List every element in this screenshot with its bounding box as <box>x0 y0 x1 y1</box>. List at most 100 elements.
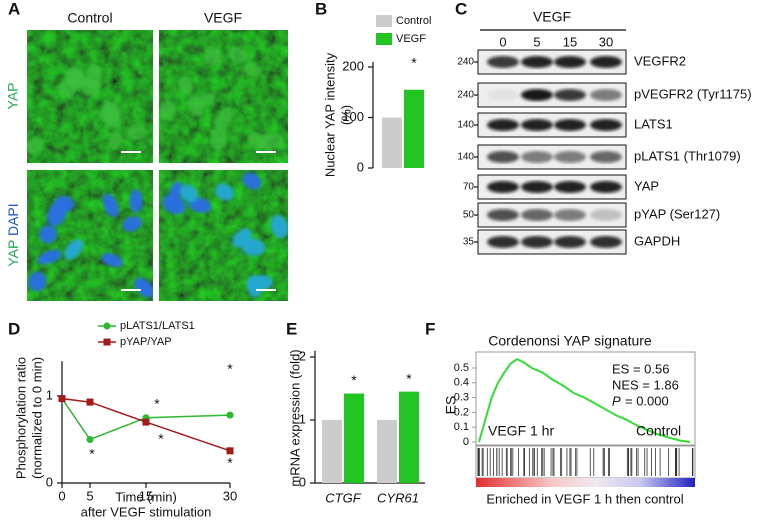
x-axis-label: Time (min) <box>115 489 177 504</box>
bar <box>377 420 397 483</box>
nucleus <box>258 132 284 151</box>
y-tick-label: 0.2 <box>454 406 469 418</box>
annotation: * <box>411 55 417 71</box>
y-tick-label: 100 <box>342 109 364 124</box>
nucleus <box>214 107 234 130</box>
marker <box>226 411 234 419</box>
mw-label: 140 <box>457 120 474 131</box>
band <box>590 236 622 248</box>
band <box>521 56 553 68</box>
band <box>487 119 519 131</box>
legend-swatch <box>376 33 392 45</box>
bar <box>404 89 424 168</box>
scale-bar <box>121 151 141 153</box>
lane-label: 30 <box>599 34 613 49</box>
x-tick-label: CTGF <box>325 490 361 505</box>
x-axis-label: after VEGF stimulation <box>81 504 212 519</box>
annotation: * <box>154 396 160 412</box>
annotation: * <box>406 370 412 386</box>
x-tick-label: 0 <box>58 488 65 503</box>
mw-label: 35 <box>463 237 475 248</box>
y-tick-label: 2 <box>299 348 306 363</box>
band <box>590 209 622 221</box>
y-axis-label: Phosphorylation ratio <box>13 357 28 479</box>
y-tick-label: 0.1 <box>454 421 469 433</box>
row-label-yap: YAP <box>5 240 21 267</box>
nucleus <box>159 100 176 121</box>
y-axis-label: (%) <box>338 105 353 125</box>
annotation: * <box>351 372 357 388</box>
image-texture <box>27 30 153 163</box>
y-tick-label: 0.5 <box>454 362 469 374</box>
y-tick-label: 0 <box>46 474 53 489</box>
nucleus <box>101 253 123 267</box>
series-line <box>61 397 231 452</box>
y-axis-label: ES <box>443 396 459 415</box>
panel-label: B <box>315 0 327 18</box>
micrograph <box>159 170 288 301</box>
micrograph <box>159 30 288 163</box>
nucleus <box>108 131 123 150</box>
band <box>590 181 622 193</box>
mw-label: 140 <box>457 152 474 163</box>
nucleus <box>270 215 288 238</box>
band <box>487 209 519 221</box>
micrograph <box>27 170 153 301</box>
panel-label: C <box>455 0 467 18</box>
band <box>521 181 553 193</box>
legend-marker <box>103 322 111 330</box>
nucleus <box>37 249 62 265</box>
nucleus <box>66 66 84 90</box>
marker <box>142 418 150 426</box>
panel-label: E <box>286 319 297 338</box>
band <box>590 56 622 68</box>
y-axis-label: Nuclear YAP intensity <box>322 52 337 177</box>
row-label: YAP <box>5 83 21 110</box>
annotation: * <box>227 455 233 471</box>
micrograph <box>27 30 153 163</box>
x-tick-label: 5 <box>86 488 93 503</box>
band <box>554 89 586 101</box>
protein-label: LATS1 <box>634 116 673 131</box>
annotation: * <box>227 361 233 377</box>
y-axis-label: (normalized to 0 min) <box>29 357 44 479</box>
nucleus <box>242 172 262 190</box>
band <box>554 209 586 221</box>
lane-label: 15 <box>563 34 577 49</box>
y-tick-label: 0 <box>357 159 364 174</box>
legend-swatch <box>376 15 392 27</box>
band <box>590 89 622 101</box>
band <box>554 119 586 131</box>
nucleus <box>47 201 67 227</box>
panel-label: A <box>8 0 20 18</box>
nucleus <box>244 63 262 78</box>
scale-bar <box>121 289 141 291</box>
bar <box>382 117 402 168</box>
annotation: * <box>89 446 95 462</box>
nucleus <box>102 193 119 218</box>
treatment-label: VEGF <box>533 9 571 25</box>
mw-label: 240 <box>457 57 474 68</box>
nucleus <box>203 46 223 66</box>
lane-label: 0 <box>499 34 506 49</box>
x-tick-label: 15 <box>139 488 153 503</box>
mw-label: 70 <box>463 182 475 193</box>
y-tick-label: 1 <box>299 411 306 426</box>
nucleus <box>187 96 203 117</box>
bar <box>399 391 419 483</box>
marker <box>86 398 94 406</box>
band <box>590 151 622 163</box>
left-label: VEGF 1 hr <box>488 423 554 439</box>
nucleus <box>28 271 47 292</box>
caption: Enriched in VEGF 1 h then control <box>486 491 683 506</box>
band <box>487 89 519 101</box>
column-label: Control <box>67 10 112 26</box>
legend-label: Control <box>396 15 431 27</box>
band <box>554 236 586 248</box>
nucleus <box>99 104 122 123</box>
y-tick-label: 1 <box>46 387 53 402</box>
band <box>487 151 519 163</box>
nucleus <box>215 183 234 201</box>
lane-label: 5 <box>533 34 540 49</box>
